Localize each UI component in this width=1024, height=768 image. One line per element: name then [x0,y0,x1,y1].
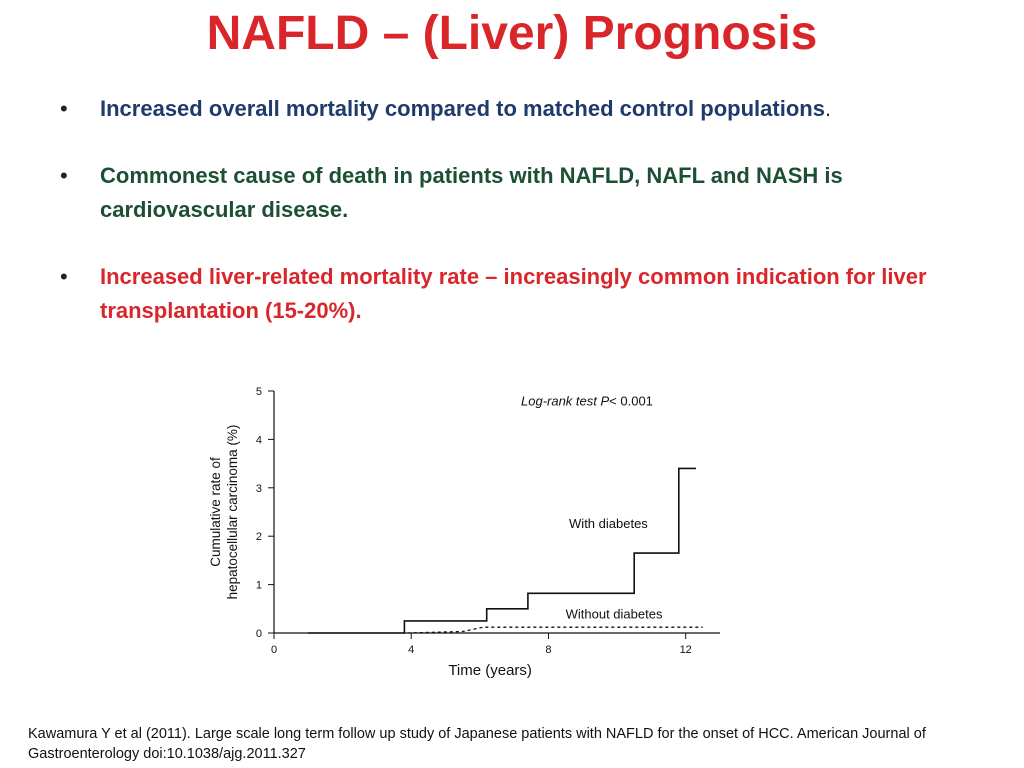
y-axis-label-line-2: hepatocellular carcinoma (%) [225,425,240,600]
bullet-cause-of-death: • Commonest cause of death in patients w… [60,159,980,227]
citation: Kawamura Y et al (2011). Large scale lon… [28,726,926,762]
y-tick-label-0: 0 [256,628,262,640]
bullet-text: Increased liver-related mortality rate –… [100,264,927,323]
y-tick-label-2: 2 [256,531,262,543]
series-line-without-diabetes [407,626,703,634]
annotation-prefix: Log-rank test [521,394,601,409]
bullet-text: Commonest cause of death in patients wit… [100,163,843,222]
bullet-overall-mortality: • Increased overall mortality compared t… [60,92,980,126]
bullet-marker: • [60,264,68,289]
series-label-without-diabetes: Without diabetes [566,606,663,621]
log-rank-annotation: Log-rank test P< 0.001 [521,394,653,409]
annotation-value: < 0.001 [609,394,653,409]
y-tick-label-1: 1 [256,580,262,592]
bullet-liver-mortality: • Increased liver-related mortality rate… [60,260,980,328]
bullet-trailing-punct: . [824,96,832,121]
y-tick-label-4: 4 [256,434,262,446]
y-axis-label-line-1: Cumulative rate of [208,457,223,567]
bullet-marker: • [60,163,68,188]
bullet-marker: • [60,96,68,121]
series-label-with-diabetes: With diabetes [569,516,648,531]
bullet-text: Increased overall mortality compared to … [100,96,825,121]
y-tick-label-3: 3 [256,483,262,495]
x-tick-label-8: 8 [545,644,551,656]
x-tick-label-12: 12 [680,644,692,656]
x-tick-label-4: 4 [408,644,414,656]
x-tick-label-0: 0 [271,644,277,656]
y-tick-label-5: 5 [256,386,262,398]
annotation-p: P [601,394,610,409]
bullet-list: • Increased overall mortality compared t… [60,92,980,361]
series-line-with-diabetes [308,467,696,634]
x-axis-label: Time (years) [448,662,532,679]
slide-title: NAFLD – (Liver) Prognosis [206,7,818,60]
